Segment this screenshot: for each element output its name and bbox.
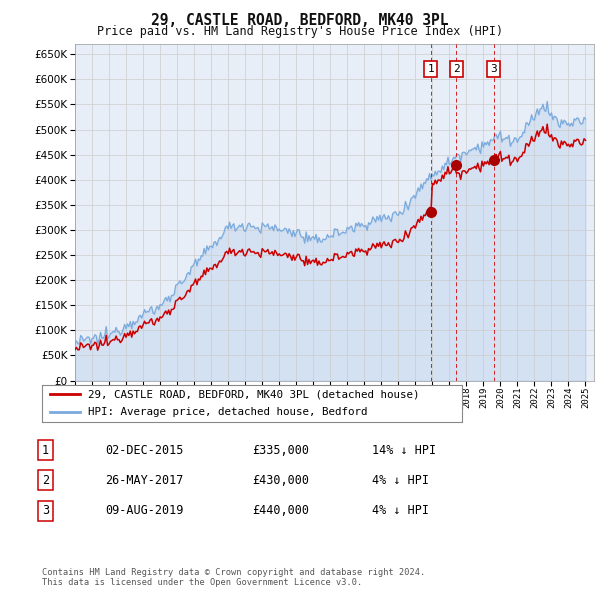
Text: 09-AUG-2019: 09-AUG-2019 bbox=[105, 504, 184, 517]
Text: £430,000: £430,000 bbox=[252, 474, 309, 487]
Text: 02-DEC-2015: 02-DEC-2015 bbox=[105, 444, 184, 457]
Text: HPI: Average price, detached house, Bedford: HPI: Average price, detached house, Bedf… bbox=[88, 407, 368, 417]
Text: 2: 2 bbox=[42, 474, 49, 487]
Text: 3: 3 bbox=[42, 504, 49, 517]
Text: Price paid vs. HM Land Registry's House Price Index (HPI): Price paid vs. HM Land Registry's House … bbox=[97, 25, 503, 38]
Text: 2: 2 bbox=[453, 64, 460, 74]
Text: Contains HM Land Registry data © Crown copyright and database right 2024.
This d: Contains HM Land Registry data © Crown c… bbox=[42, 568, 425, 587]
Text: 26-MAY-2017: 26-MAY-2017 bbox=[105, 474, 184, 487]
Text: 29, CASTLE ROAD, BEDFORD, MK40 3PL (detached house): 29, CASTLE ROAD, BEDFORD, MK40 3PL (deta… bbox=[88, 389, 420, 399]
Text: £440,000: £440,000 bbox=[252, 504, 309, 517]
Text: 1: 1 bbox=[42, 444, 49, 457]
Text: 4% ↓ HPI: 4% ↓ HPI bbox=[372, 474, 429, 487]
Text: 14% ↓ HPI: 14% ↓ HPI bbox=[372, 444, 436, 457]
Text: 1: 1 bbox=[428, 64, 434, 74]
Text: 29, CASTLE ROAD, BEDFORD, MK40 3PL: 29, CASTLE ROAD, BEDFORD, MK40 3PL bbox=[151, 13, 449, 28]
Text: 3: 3 bbox=[490, 64, 497, 74]
Text: £335,000: £335,000 bbox=[252, 444, 309, 457]
Text: 4% ↓ HPI: 4% ↓ HPI bbox=[372, 504, 429, 517]
